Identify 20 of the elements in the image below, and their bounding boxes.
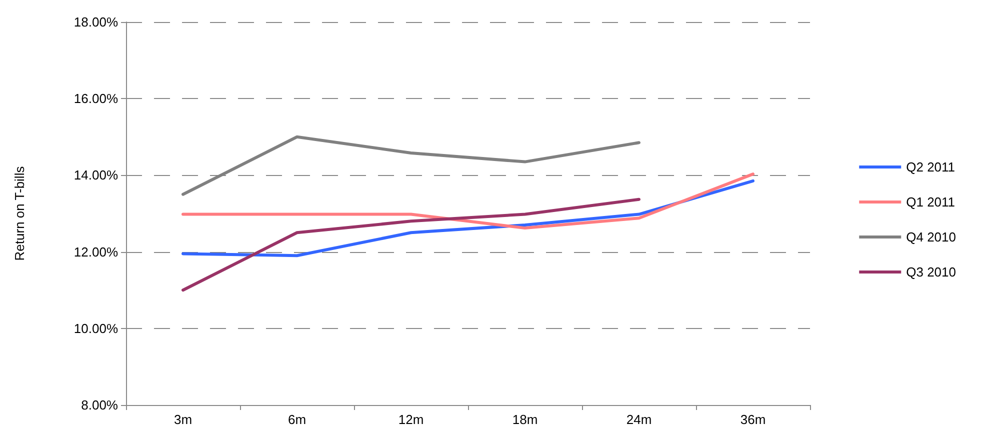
line-series bbox=[182, 179, 754, 258]
y-tick-label: 18.00% bbox=[74, 14, 118, 30]
y-axis-title: Return on T-bills bbox=[12, 166, 27, 261]
y-tick-label: 14.00% bbox=[74, 168, 118, 183]
legend-label: Q4 2010 bbox=[906, 230, 956, 244]
x-tick-label: 6m bbox=[288, 412, 306, 427]
x-tick-label: 24m bbox=[626, 412, 652, 427]
x-tick-label: 18m bbox=[512, 412, 538, 427]
legend-label: Q2 2011 bbox=[906, 160, 956, 174]
line-series bbox=[182, 198, 640, 292]
x-tick-label: 3m bbox=[174, 412, 192, 427]
legend-label: Q1 2011 bbox=[906, 194, 956, 210]
y-tick-label: 8.00% bbox=[81, 398, 118, 412]
line-series bbox=[182, 172, 754, 230]
legend-label: Q3 2010 bbox=[906, 264, 956, 280]
y-tick-label: 16.00% bbox=[74, 91, 118, 106]
y-tick-label: 10.00% bbox=[74, 320, 118, 336]
x-tick-label: 12m bbox=[398, 412, 424, 427]
y-tick-label: 12.00% bbox=[74, 244, 118, 260]
x-tick-label: 36m bbox=[740, 412, 766, 427]
